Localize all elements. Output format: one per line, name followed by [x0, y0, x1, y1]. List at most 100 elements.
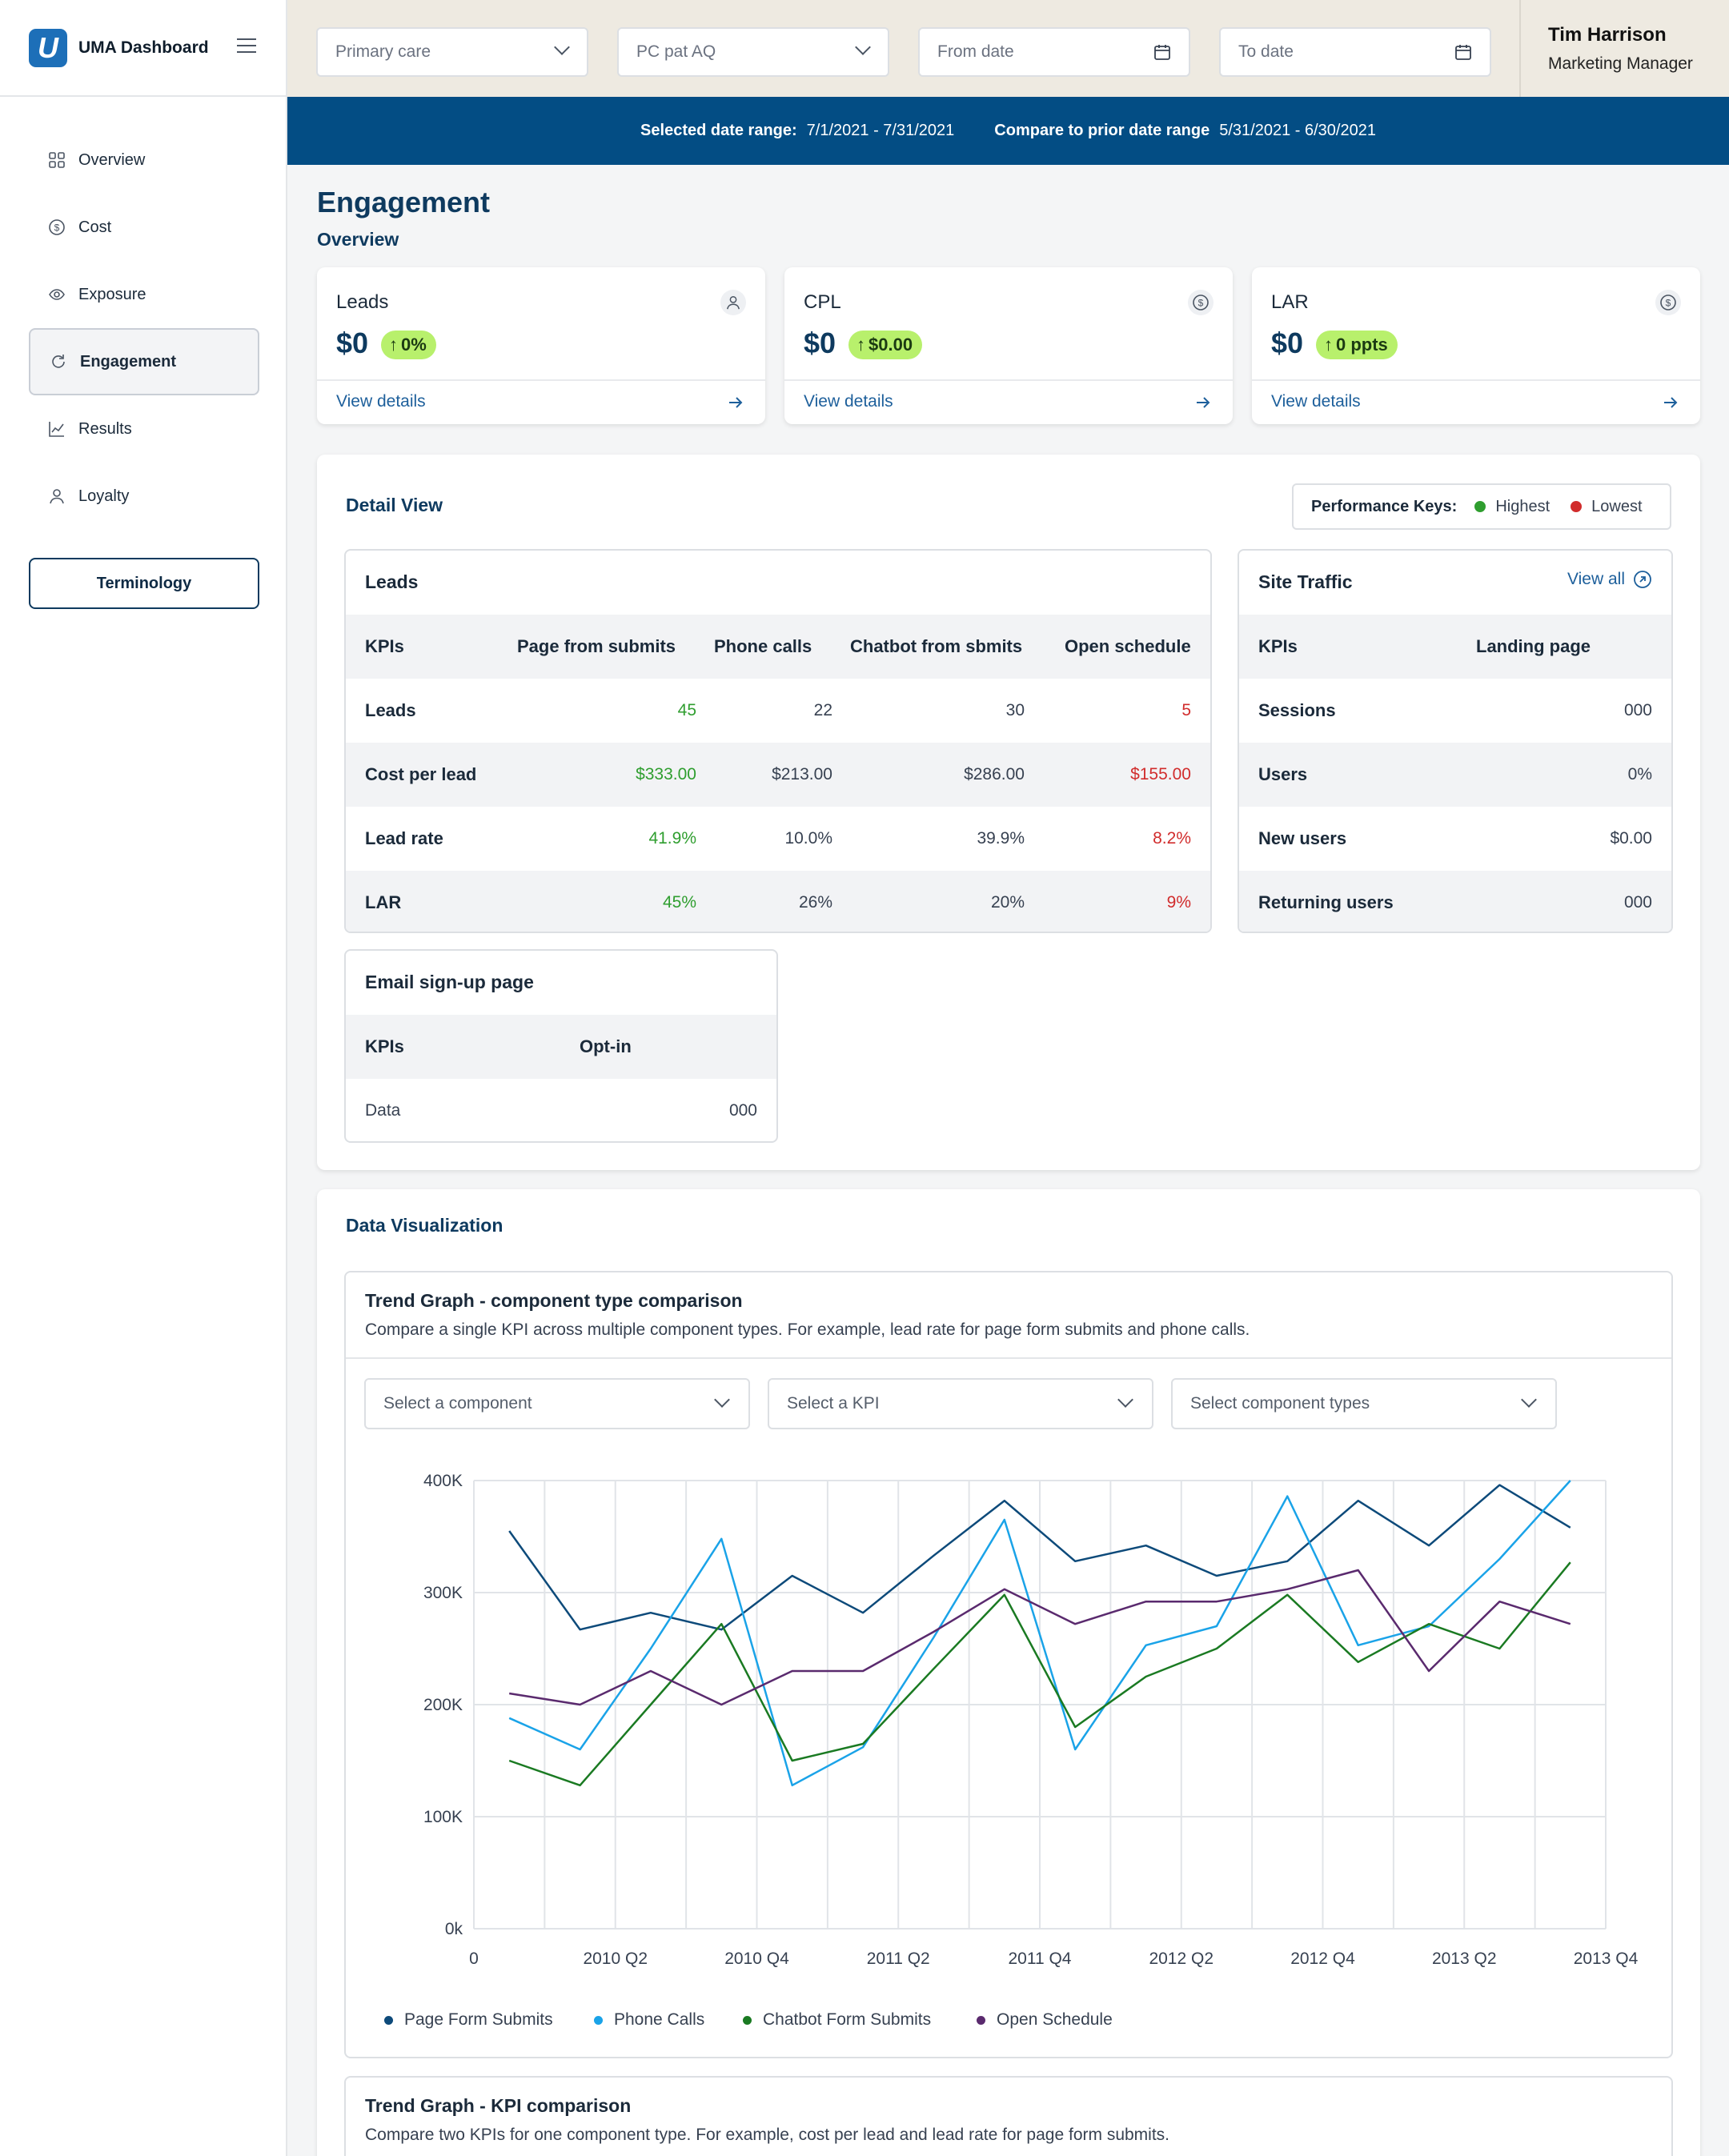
sidebar-item-overview[interactable]: Overview — [29, 126, 259, 194]
badge-text: $0.00 — [869, 335, 913, 355]
legend-item-phone-calls[interactable]: Phone Calls — [594, 2010, 704, 2030]
kpi-change-badge: ↑ 0 ppts — [1316, 331, 1398, 359]
legend-dot — [594, 2015, 603, 2025]
select-component-dropdown[interactable]: Select a component — [364, 1378, 750, 1429]
sidebar-item-exposure[interactable]: Exposure — [29, 261, 259, 328]
arrow-right-icon[interactable] — [1194, 394, 1212, 411]
dropdown-placeholder: Select a KPI — [787, 1394, 880, 1413]
svg-text:$: $ — [1666, 298, 1671, 309]
column-header: KPIs — [1258, 636, 1298, 656]
to-date-input[interactable]: To date — [1219, 27, 1491, 77]
eye-icon — [49, 289, 65, 300]
badge-text: 0 ppts — [1336, 335, 1388, 355]
trend-graph-title: Trend Graph - KPI comparison — [365, 2095, 632, 2116]
user-icon — [720, 290, 746, 315]
sidebar-item-cost[interactable]: $ Cost — [29, 194, 259, 261]
table-cell: 45 — [677, 701, 696, 719]
primary-care-select[interactable]: Primary care — [316, 27, 588, 77]
external-link-icon — [1634, 571, 1651, 588]
grid-icon — [49, 152, 65, 168]
legend-dot — [384, 2015, 393, 2025]
legend-item-page-form-submits[interactable]: Page Form Submits — [384, 2010, 553, 2030]
table-cell: 45% — [662, 893, 696, 912]
dollar-circle-icon: $ — [1188, 290, 1214, 315]
kpi-value: $0 — [336, 327, 369, 359]
x-tick-label: 0 — [469, 1950, 479, 1968]
y-tick-label: 200K — [423, 1696, 463, 1714]
table-cell: $0.00 — [1610, 829, 1652, 848]
panel-title: Leads — [365, 571, 419, 592]
input-placeholder: From date — [937, 42, 1014, 61]
legend-item-chatbot-form-submits[interactable]: Chatbot Form Submits — [743, 2010, 931, 2030]
chevron-down-icon — [1117, 1392, 1133, 1408]
calendar-icon — [1455, 45, 1471, 60]
dollar-circle-icon: $ — [49, 219, 65, 235]
row-label: Data — [365, 1101, 401, 1120]
terminology-button[interactable]: Terminology — [29, 558, 259, 609]
table-row: LAR 45% 26% 20% 9% — [346, 871, 1210, 932]
sidebar-item-results[interactable]: Results — [29, 395, 259, 463]
highest-dot — [1474, 501, 1486, 512]
series-line-page-form-submits — [508, 1484, 1571, 1631]
sidebar-item-loyalty[interactable]: Loyalty — [29, 463, 259, 530]
sidebar-item-engagement[interactable]: Engagement — [29, 328, 259, 395]
row-label: LAR — [365, 892, 402, 912]
view-all-link[interactable]: View all — [1567, 570, 1652, 589]
kpi-card-leads: Leads $0 ↑ 0% View details — [317, 267, 765, 424]
arrow-right-icon[interactable] — [1662, 394, 1679, 411]
column-header: Open schedule — [1065, 636, 1191, 656]
column-header: Chatbot from sbmits — [850, 636, 1023, 656]
view-details-link[interactable]: View details — [1271, 392, 1361, 411]
arrow-up-icon: ↑ — [856, 335, 865, 355]
menu-icon[interactable] — [237, 38, 256, 54]
x-tick-label: 2013 Q2 — [1432, 1950, 1497, 1968]
brand-header: U UMA Dashboard — [0, 0, 286, 97]
selected-range-label: Selected date range: — [640, 122, 797, 139]
table-cell: 39.9% — [977, 829, 1025, 848]
pc-pat-select[interactable]: PC pat AQ — [617, 27, 889, 77]
panel-title: Site Traffic — [1258, 571, 1353, 592]
user-icon — [50, 489, 64, 504]
x-tick-label: 2010 Q2 — [583, 1950, 648, 1968]
arrow-right-icon[interactable] — [727, 394, 744, 411]
refresh-icon — [52, 355, 65, 368]
table-row: Users 0% — [1239, 743, 1671, 807]
legend-dot — [977, 2015, 985, 2025]
table-cell: 000 — [1623, 893, 1652, 912]
row-label: Returning users — [1258, 892, 1394, 912]
site-traffic-panel: Site Traffic View all KPIs Landing page … — [1238, 549, 1673, 933]
perf-high-label: Highest — [1495, 497, 1550, 515]
lowest-dot — [1571, 501, 1583, 512]
view-details-link[interactable]: View details — [336, 392, 426, 411]
kpi-label: CPL — [804, 291, 841, 313]
kpi-value: $0 — [1271, 327, 1304, 359]
table-cell: 000 — [1623, 701, 1652, 719]
compare-range-label: Compare to prior date range — [994, 122, 1210, 139]
detail-view-title: Detail View — [346, 495, 443, 515]
arrow-up-icon: ↑ — [1324, 335, 1333, 355]
column-header: KPIs — [365, 1036, 404, 1056]
column-header: Landing page — [1476, 636, 1591, 656]
legend-item-open-schedule[interactable]: Open Schedule — [977, 2010, 1113, 2030]
kpi-change-badge: ↑ 0% — [381, 331, 436, 359]
sidebar-nav: Overview $ Cost Exposure Engagement Resu… — [29, 126, 259, 530]
table-header-row: KPIs Page from submits Phone calls Chatb… — [346, 615, 1210, 679]
table-cell: 41.9% — [648, 829, 696, 848]
column-header: Opt-in — [580, 1036, 632, 1056]
chart-icon — [49, 422, 64, 437]
y-tick-label: 300K — [423, 1584, 463, 1602]
view-details-link[interactable]: View details — [804, 392, 893, 411]
trend-graph-description: Compare two KPIs for one component type.… — [365, 2126, 1170, 2144]
user-profile[interactable]: Tim Harrison Marketing Manager — [1519, 0, 1693, 97]
series-line-chatbot-form-submits — [508, 1561, 1571, 1787]
kpi-card-cpl: CPL $ $0 ↑ $0.00 View details — [784, 267, 1233, 424]
perf-label: Performance Keys: — [1311, 497, 1458, 515]
table-row: Returning users 000 — [1239, 871, 1671, 932]
column-header: Phone calls — [714, 636, 812, 656]
select-component-types-dropdown[interactable]: Select component types — [1171, 1378, 1557, 1429]
panel-title: Email sign-up page — [365, 972, 534, 992]
column-header: Page from submits — [517, 636, 676, 656]
legend-dot — [743, 2015, 752, 2025]
from-date-input[interactable]: From date — [918, 27, 1190, 77]
select-kpi-dropdown[interactable]: Select a KPI — [768, 1378, 1153, 1429]
